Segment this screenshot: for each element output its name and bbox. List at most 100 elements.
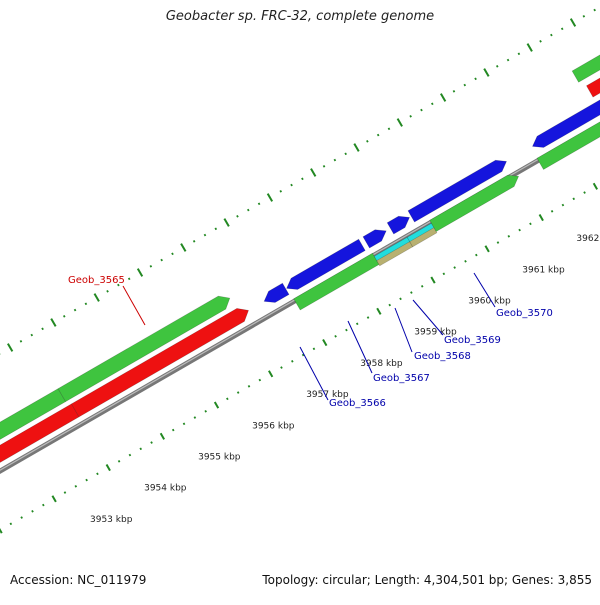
inner-tick <box>64 492 65 494</box>
gene-leader-line <box>123 286 145 325</box>
blue-gene-arrow <box>363 230 386 248</box>
outer-tick <box>388 128 389 130</box>
scale-label: 3955 kbp <box>198 453 241 463</box>
outer-tick <box>150 265 151 267</box>
blue-gene-arrow <box>264 283 289 302</box>
inner-tick <box>215 402 219 408</box>
outer-tick <box>432 103 433 105</box>
outer-tick <box>562 28 563 30</box>
outer-tick <box>94 294 99 302</box>
outer-tick <box>75 309 76 311</box>
outer-tick <box>378 134 379 136</box>
inner-tick <box>431 277 435 283</box>
outer-tick <box>224 219 229 227</box>
gene-label-geob-3567: Geob_3567 <box>373 373 430 384</box>
outer-tick <box>367 140 368 142</box>
outer-tick <box>421 109 422 111</box>
outer-tick <box>311 169 316 177</box>
inner-tick <box>86 479 87 481</box>
inner-tick <box>411 292 412 294</box>
inner-tick <box>584 192 585 194</box>
gene-leader-line <box>395 308 412 352</box>
outer-tick <box>508 59 509 61</box>
outer-tick <box>291 184 292 186</box>
outer-tick <box>527 44 532 52</box>
inner-tick <box>335 335 336 337</box>
inner-tick <box>119 460 120 462</box>
inner-tick <box>43 504 44 506</box>
inner-tick <box>400 298 401 300</box>
outer-tick <box>484 69 489 77</box>
inner-tick <box>238 392 239 394</box>
outer-tick <box>497 65 498 67</box>
inner-tick <box>292 360 293 362</box>
outer-tick <box>453 90 454 92</box>
genome-stats-text: Topology: circular; Length: 4,304,501 bp… <box>262 573 592 587</box>
outer-tick <box>107 290 108 292</box>
accession-text: Accession: NC_011979 <box>10 573 146 587</box>
outer-tick <box>464 84 465 86</box>
inner-tick <box>184 423 185 425</box>
inner-tick <box>323 340 327 346</box>
inner-tick <box>508 235 509 237</box>
inner-tick <box>497 242 498 244</box>
outer-tick <box>248 209 249 211</box>
outer-tick <box>334 159 335 161</box>
outer-tick <box>259 203 260 205</box>
inner-tick <box>422 285 423 287</box>
outer-tick <box>237 215 238 217</box>
inner-tick <box>313 348 314 350</box>
outer-tick <box>410 115 411 117</box>
inner-tick <box>269 371 273 377</box>
inner-tick <box>107 465 111 471</box>
outer-tick <box>51 319 56 327</box>
outer-tick <box>518 53 519 55</box>
outer-tick <box>268 194 273 202</box>
inner-tick <box>368 317 369 319</box>
outer-tick <box>42 328 43 330</box>
scale-label: 3961 kbp <box>522 265 565 275</box>
inner-tick <box>530 223 531 225</box>
outer-tick <box>302 178 303 180</box>
inner-tick <box>32 510 33 512</box>
map-title: Geobacter sp. FRC-32, complete genome <box>0 9 600 24</box>
outer-tick <box>398 119 403 127</box>
inner-tick <box>259 379 260 381</box>
outer-tick <box>85 303 86 305</box>
outer-tick <box>129 278 130 280</box>
inner-tick <box>281 367 282 369</box>
inner-tick <box>75 485 76 487</box>
outer-tick <box>31 334 32 336</box>
scale-label: 3953 kbp <box>90 515 133 525</box>
inner-tick <box>10 523 11 525</box>
inner-tick <box>248 385 249 387</box>
outer-tick <box>551 34 552 36</box>
inner-tick <box>552 210 553 212</box>
outer-tick <box>161 259 162 261</box>
inner-tick <box>0 527 2 533</box>
blue-gene-arrow <box>387 216 409 234</box>
inner-tick <box>357 323 358 325</box>
inner-tick <box>594 183 598 189</box>
outer-tick <box>194 240 195 242</box>
inner-tick <box>465 260 466 262</box>
outer-tick <box>345 153 346 155</box>
inner-tick <box>562 204 563 206</box>
outer-tick <box>215 228 216 230</box>
inner-tick <box>21 517 22 519</box>
gene-label-geob-3565: Geob_3565 <box>68 275 125 286</box>
inner-tick <box>227 398 228 400</box>
inner-tick <box>540 215 544 221</box>
outer-tick <box>280 190 281 192</box>
outer-tick <box>204 234 205 236</box>
gene-label-geob-3568: Geob_3568 <box>414 351 471 362</box>
inner-tick <box>377 308 381 314</box>
scale-label: 3954 kbp <box>144 484 187 494</box>
inner-tick <box>205 410 206 412</box>
inner-tick <box>129 454 130 456</box>
outer-tick <box>354 144 359 152</box>
inner-tick <box>476 254 477 256</box>
outer-tick <box>181 244 186 252</box>
